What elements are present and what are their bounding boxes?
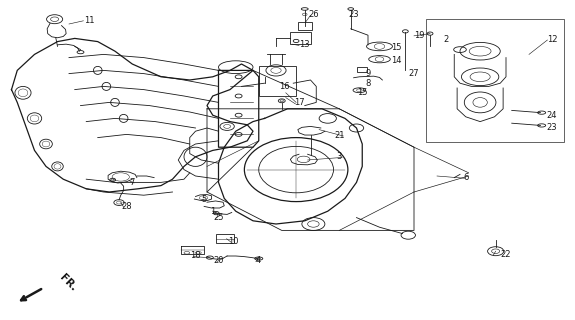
Text: 16: 16 [279,82,290,91]
Text: 25: 25 [213,213,224,222]
Text: 1: 1 [210,207,216,216]
Bar [356,67,367,72]
Text: 27: 27 [409,69,419,78]
Bar [259,66,296,96]
Bar [290,32,310,44]
Text: 7: 7 [129,178,135,187]
Text: 6: 6 [463,173,469,182]
Bar [216,234,234,243]
Bar [298,22,312,30]
Text: 11: 11 [84,16,94,25]
Text: 4: 4 [256,256,262,265]
Text: 15: 15 [392,44,402,52]
Text: 26: 26 [308,10,319,19]
Text: 14: 14 [392,56,402,65]
Text: 8: 8 [365,79,371,88]
Text: 15: 15 [357,88,367,97]
Text: 9: 9 [365,69,371,78]
Text: 24: 24 [547,111,557,120]
Text: FR.: FR. [58,273,78,293]
Text: 2: 2 [443,36,448,44]
Text: 19: 19 [415,31,425,40]
Text: 22: 22 [501,250,511,259]
Text: 23: 23 [547,124,557,132]
Text: 23: 23 [348,10,359,19]
Text: 17: 17 [294,98,304,107]
Bar [426,19,564,142]
Text: 5: 5 [201,196,207,204]
Text: 20: 20 [213,256,224,265]
Text: 3: 3 [336,152,342,161]
Text: 10: 10 [228,237,238,246]
Text: 21: 21 [334,132,344,140]
Text: 18: 18 [190,252,201,260]
Text: 28: 28 [121,202,132,211]
Text: 13: 13 [300,40,310,49]
Text: 12: 12 [547,36,557,44]
